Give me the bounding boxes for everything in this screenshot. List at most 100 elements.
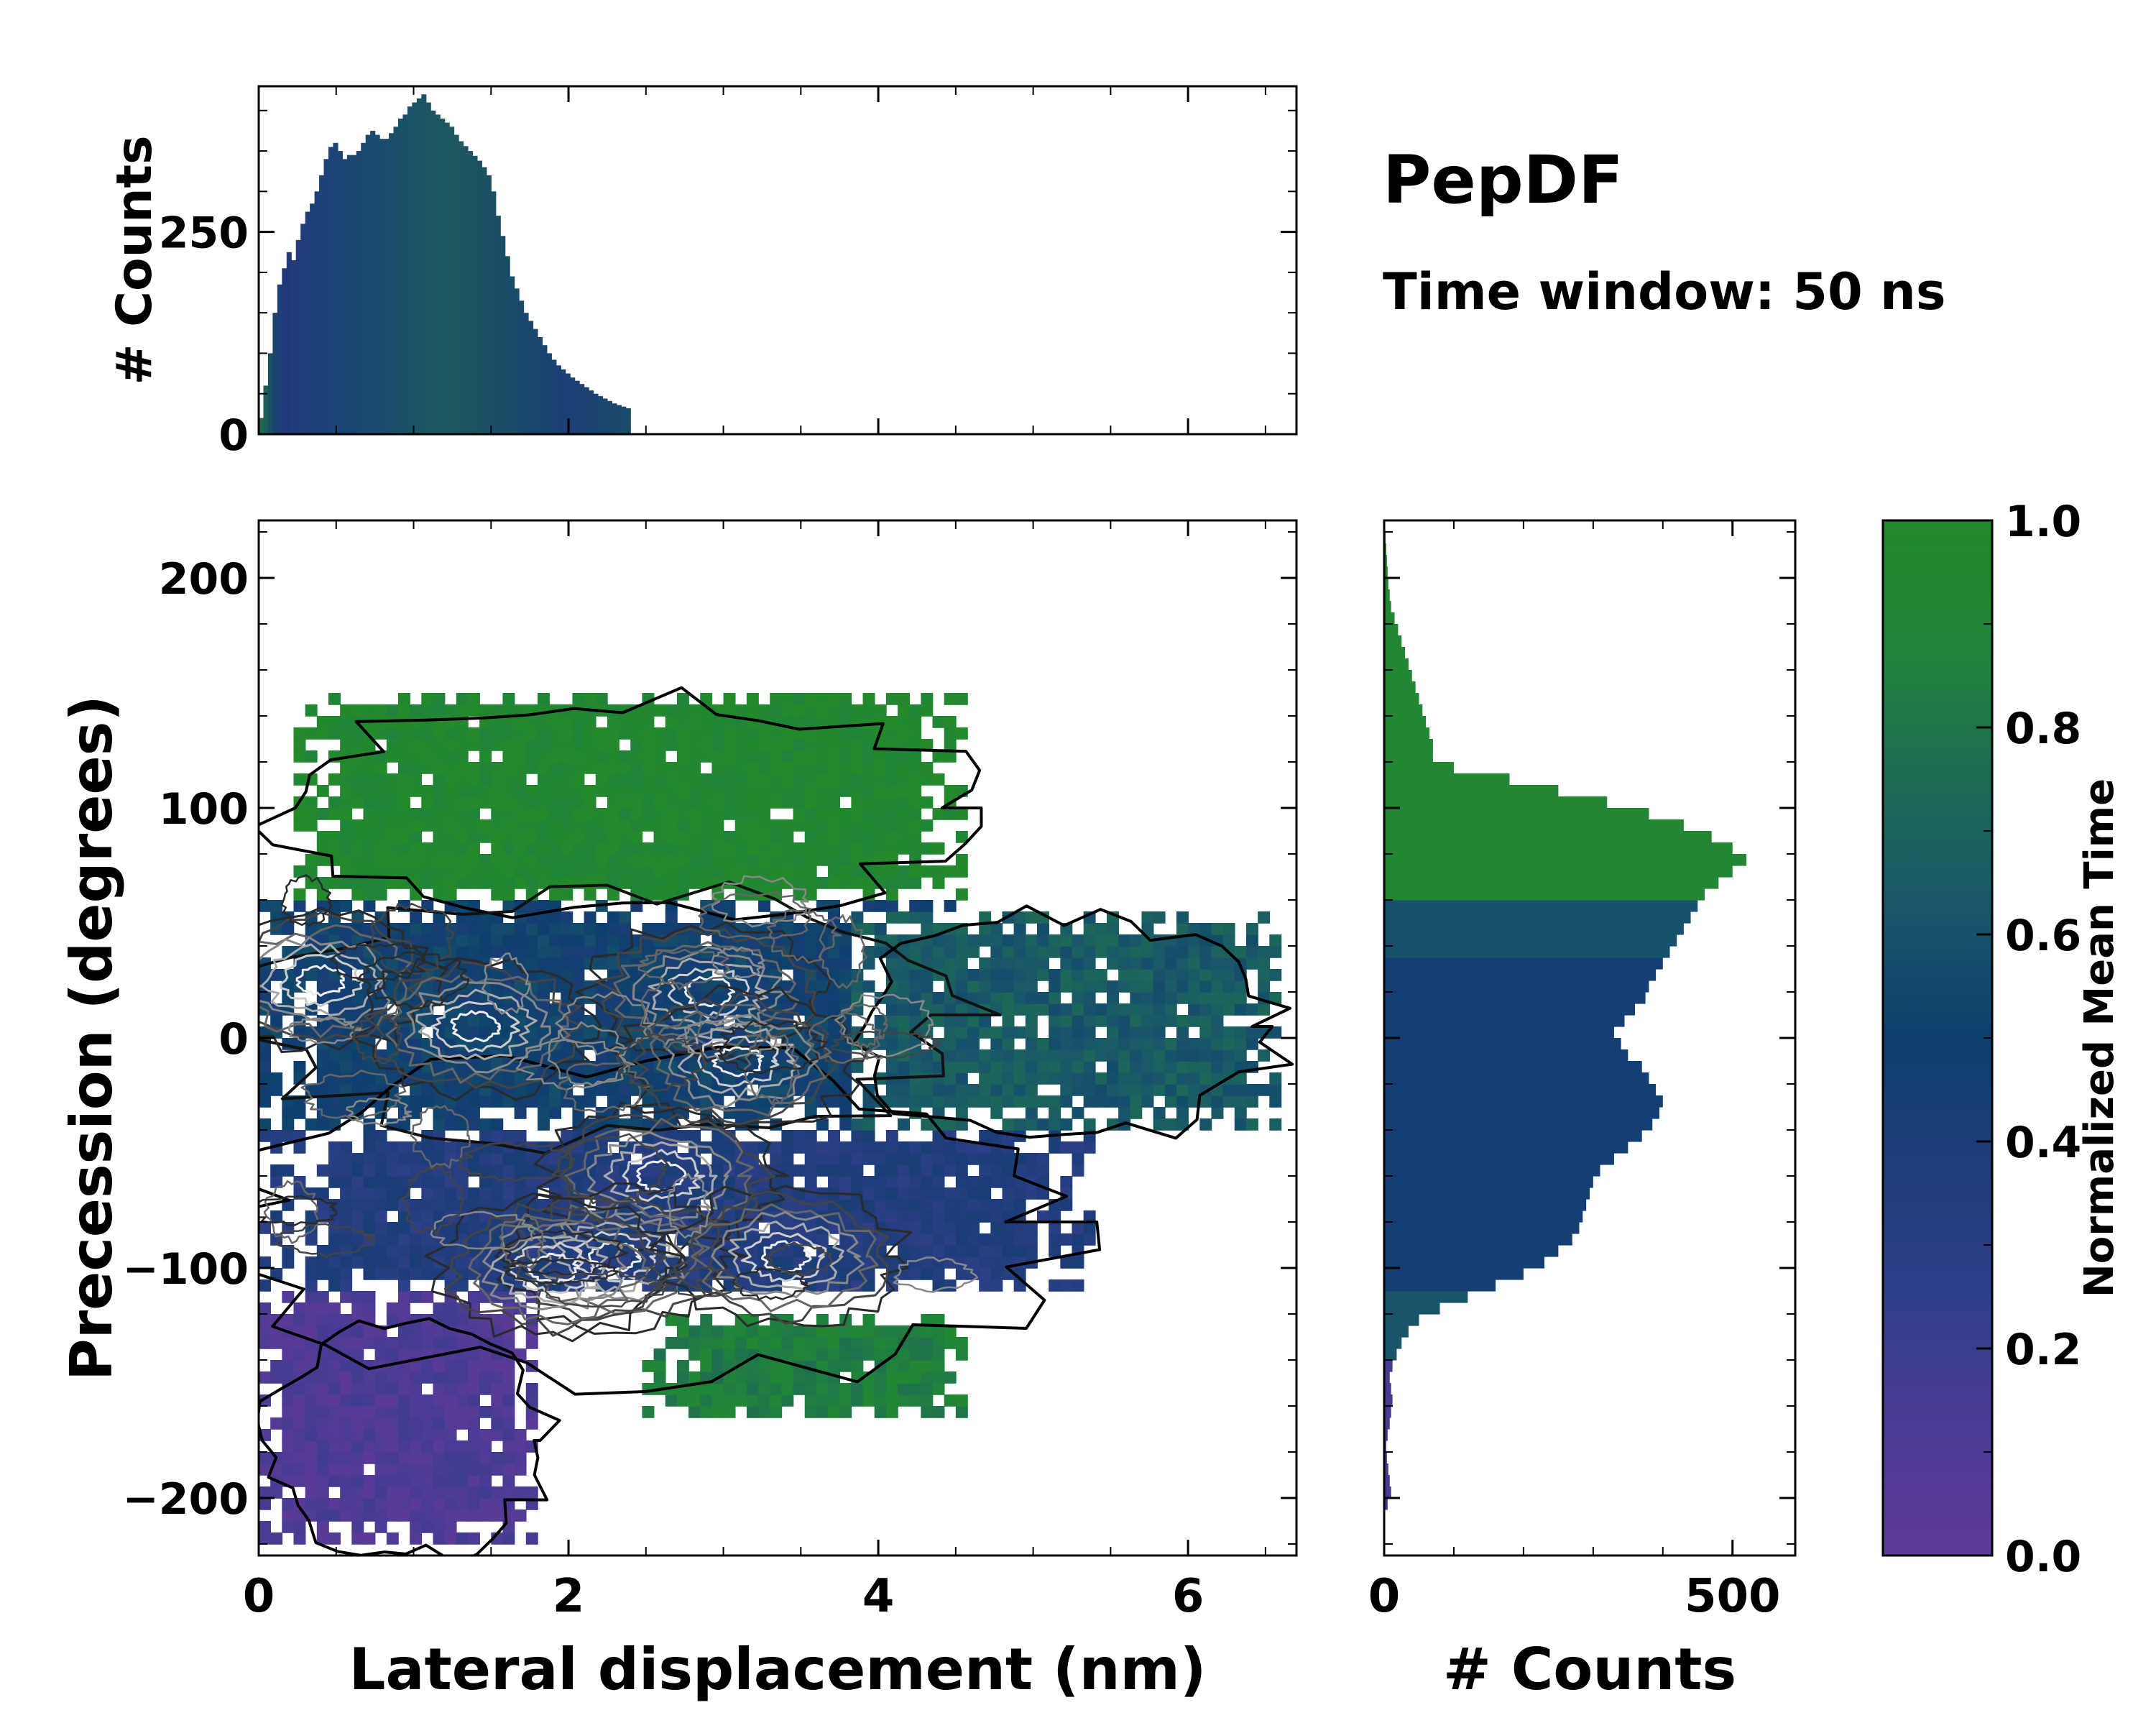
heatmap-cell	[793, 1130, 806, 1142]
heatmap-cell	[734, 773, 747, 786]
heatmap-cell	[386, 1314, 399, 1326]
heatmap-cell	[502, 888, 515, 901]
heatmap-cell	[561, 854, 573, 866]
heatmap-cell	[374, 1233, 387, 1246]
right-histogram-bar	[1384, 624, 1399, 636]
right-histogram-bar	[1384, 716, 1427, 728]
heatmap-cell	[340, 1061, 353, 1073]
heatmap-cell	[363, 1291, 376, 1303]
heatmap-cell	[374, 773, 387, 786]
heatmap-cell	[1037, 1038, 1049, 1050]
heatmap-cell	[397, 1279, 410, 1292]
right-histogram-bar	[1384, 1394, 1393, 1407]
heatmap-cell	[1269, 969, 1282, 981]
heatmap-cell	[386, 1153, 399, 1165]
heatmap-cell	[363, 704, 376, 717]
heatmap-cell	[979, 1187, 992, 1200]
heatmap-cell	[316, 1291, 329, 1303]
heatmap-cell	[467, 1452, 480, 1464]
heatmap-cell	[525, 750, 538, 763]
heatmap-cell	[851, 762, 864, 774]
heatmap-cell	[921, 1314, 934, 1326]
heatmap-cell	[549, 1095, 562, 1108]
heatmap-cell	[374, 842, 387, 855]
heatmap-cell	[885, 693, 898, 705]
heatmap-cell	[1002, 1222, 1015, 1234]
heatmap-cell	[1245, 946, 1258, 958]
contour-level	[507, 1195, 724, 1320]
heatmap-cell	[804, 739, 817, 751]
heatmap-cell	[328, 1337, 341, 1349]
heatmap-cell	[932, 1314, 945, 1326]
heatmap-cell	[456, 1463, 469, 1476]
heatmap-cell	[1118, 1003, 1131, 1016]
right-histogram-bar	[1384, 1256, 1544, 1269]
heatmap-cell	[479, 796, 492, 809]
heatmap-cell	[502, 1475, 515, 1487]
heatmap-cell	[270, 1532, 283, 1545]
heatmap-cell	[305, 1394, 318, 1407]
heatmap-cell	[328, 1233, 341, 1246]
heatmap-cell	[456, 1164, 469, 1177]
heatmap-cell	[340, 1268, 353, 1280]
right-histogram-bar	[1384, 1486, 1391, 1499]
heatmap-cell	[874, 865, 887, 878]
heatmap-cell	[862, 1176, 875, 1188]
heatmap-cell	[340, 1429, 353, 1441]
heatmap-cell	[862, 1141, 875, 1154]
heatmap-cell	[851, 842, 864, 855]
heatmap-cell	[351, 1199, 364, 1211]
top-histogram-bar	[425, 102, 431, 434]
heatmap-cell	[1095, 946, 1107, 958]
heatmap-cell	[932, 716, 945, 728]
heatmap-cell	[734, 831, 747, 843]
heatmap-cell	[305, 1463, 318, 1476]
heatmap-cell	[479, 1486, 492, 1499]
heatmap-cell	[305, 854, 318, 866]
heatmap-cell	[410, 934, 423, 947]
heatmap-cell	[898, 785, 910, 797]
top-histogram-bar	[579, 384, 585, 434]
heatmap-cell	[1141, 934, 1154, 947]
heatmap-cell	[456, 1061, 469, 1073]
heatmap-cell	[397, 704, 410, 717]
heatmap-cell	[921, 704, 934, 717]
heatmap-cell	[433, 1118, 446, 1131]
heatmap-cell	[491, 819, 504, 832]
heatmap-cell	[293, 1383, 306, 1395]
heatmap-cell	[1083, 992, 1096, 1004]
heatmap-cell	[316, 1325, 329, 1338]
heatmap-cell	[990, 1199, 1003, 1211]
heatmap-cell	[909, 1325, 922, 1338]
heatmap-cell	[723, 750, 736, 763]
heatmap-cell	[653, 877, 666, 889]
heatmap-cell	[421, 1417, 434, 1430]
right-histogram-bar	[1384, 566, 1388, 579]
heatmap-cell	[944, 739, 957, 751]
heatmap-cell	[479, 946, 492, 958]
heatmap-cell	[619, 877, 632, 889]
right-histogram-bar	[1384, 808, 1649, 820]
heatmap-cell	[1037, 946, 1049, 958]
heatmap-cell	[746, 980, 759, 993]
heatmap-cell	[386, 1532, 399, 1545]
heatmap-cell	[316, 1164, 329, 1177]
heatmap-cell	[479, 1463, 492, 1476]
heatmap-cell	[642, 808, 655, 820]
heatmap-cell	[967, 969, 980, 981]
top-histogram-bar	[393, 127, 399, 434]
top-histogram-bar	[337, 151, 343, 434]
heatmap-cell	[410, 842, 423, 855]
top-histogram-bar	[607, 400, 612, 434]
heatmap-cell	[1037, 1153, 1049, 1165]
heatmap-cell	[909, 1348, 922, 1361]
heatmap-cell	[932, 957, 945, 970]
heatmap-cell	[374, 1256, 387, 1269]
heatmap-cell	[1222, 1084, 1235, 1096]
heatmap-cell	[525, 785, 538, 797]
heatmap-cell	[1164, 1049, 1177, 1062]
heatmap-cell	[363, 1486, 376, 1499]
heatmap-cell	[700, 693, 713, 705]
heatmap-cell	[804, 1164, 817, 1177]
heatmap-cell	[479, 1509, 492, 1522]
